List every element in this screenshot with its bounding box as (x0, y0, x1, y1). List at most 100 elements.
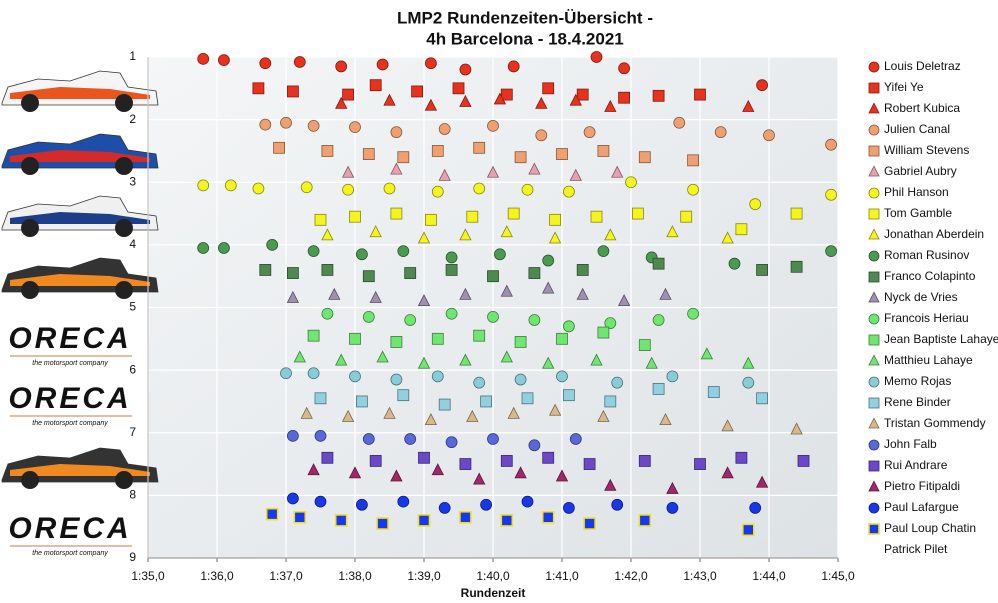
data-point (535, 129, 548, 142)
legend-label: Roman Rusinov (884, 248, 969, 262)
legend-label: Patrick Pilet (884, 542, 948, 556)
data-point (266, 238, 279, 251)
car-wheel (115, 219, 133, 237)
data-point (300, 406, 313, 419)
data-point (473, 182, 486, 195)
data-point (466, 210, 479, 223)
data-point (459, 458, 472, 470)
data-point (535, 96, 548, 109)
data-point (411, 85, 424, 98)
legend-marker (868, 271, 880, 283)
data-point (563, 320, 575, 333)
data-point (273, 141, 286, 154)
data-point (576, 88, 589, 101)
data-point (542, 254, 555, 267)
data-point (487, 270, 499, 283)
y-tick-label: 5 (129, 300, 136, 314)
legend-marker (868, 313, 880, 325)
legend-label: Franco Colapinto (884, 269, 976, 283)
data-point (590, 210, 603, 223)
data-point (548, 231, 562, 244)
data-point (280, 116, 292, 129)
data-point (466, 409, 479, 422)
legend-label: Memo Rojas (884, 374, 951, 388)
data-point (369, 455, 382, 467)
data-point (459, 63, 472, 76)
y-tick-label: 7 (129, 425, 136, 439)
data-point (355, 498, 368, 511)
data-point (618, 62, 630, 75)
legend-label: Yifei Ye (884, 80, 924, 94)
legend-marker (868, 376, 880, 388)
data-point (486, 165, 500, 178)
data-point (576, 264, 589, 276)
car-wheel (115, 157, 133, 175)
data-point (604, 395, 617, 408)
x-tick-label: 1:38,0 (338, 569, 372, 583)
data-point (721, 419, 734, 432)
chart-title: LMP2 Rundenzeiten-Übersicht - (397, 8, 653, 27)
data-point (314, 429, 327, 442)
data-point (424, 98, 438, 111)
data-point (790, 260, 803, 273)
data-point (224, 179, 237, 192)
data-point (528, 439, 541, 452)
data-point (321, 451, 334, 464)
data-point (473, 376, 486, 389)
data-point (335, 96, 348, 109)
data-point (604, 228, 617, 241)
legend-label: Paul Lafargue (884, 500, 959, 514)
car-wheel (21, 281, 39, 299)
logo-tagline: the motorsport company (32, 550, 108, 557)
data-point (480, 498, 493, 511)
data-point (349, 121, 361, 134)
data-point (749, 198, 762, 211)
data-point (556, 370, 568, 383)
data-point (369, 290, 382, 303)
data-point (687, 307, 699, 320)
data-point (507, 207, 520, 220)
data-point (652, 89, 665, 102)
data-point (459, 228, 472, 241)
data-point (445, 251, 458, 264)
data-point (459, 94, 472, 107)
car-stripe (10, 464, 150, 476)
data-point (514, 336, 527, 348)
data-point (259, 264, 272, 276)
data-point (417, 356, 431, 369)
data-point (431, 145, 444, 157)
data-point (755, 475, 769, 488)
data-point (652, 257, 665, 270)
data-point (334, 514, 348, 527)
legend-marker (868, 354, 880, 366)
data-point (252, 182, 265, 195)
data-point (590, 51, 603, 63)
legend-label: Pietro Fitipaldi (884, 479, 960, 493)
legend-marker (868, 334, 880, 346)
data-point (383, 182, 396, 195)
x-tick-label: 1:40,0 (476, 569, 510, 583)
data-point (687, 183, 699, 196)
data-point (638, 455, 651, 467)
car-image (1, 195, 159, 237)
legend-label: Rui Andrare (884, 458, 948, 472)
legend-marker (868, 502, 880, 514)
x-tick-label: 1:37,0 (269, 569, 303, 583)
data-point (424, 57, 437, 70)
data-point (355, 248, 368, 261)
data-point (556, 148, 568, 160)
data-point (514, 151, 527, 164)
data-point (417, 294, 431, 307)
data-point (493, 248, 506, 261)
legend-label: Paul Loup Chatin (884, 521, 976, 535)
data-point (397, 495, 410, 508)
data-point (825, 138, 837, 151)
data-point (431, 463, 444, 476)
data-point (293, 350, 306, 363)
data-point (473, 141, 486, 154)
data-point (632, 207, 644, 220)
x-tick-label: 1:35,0 (131, 569, 165, 583)
data-point (528, 267, 541, 279)
data-point (424, 413, 438, 426)
data-point (314, 213, 327, 226)
